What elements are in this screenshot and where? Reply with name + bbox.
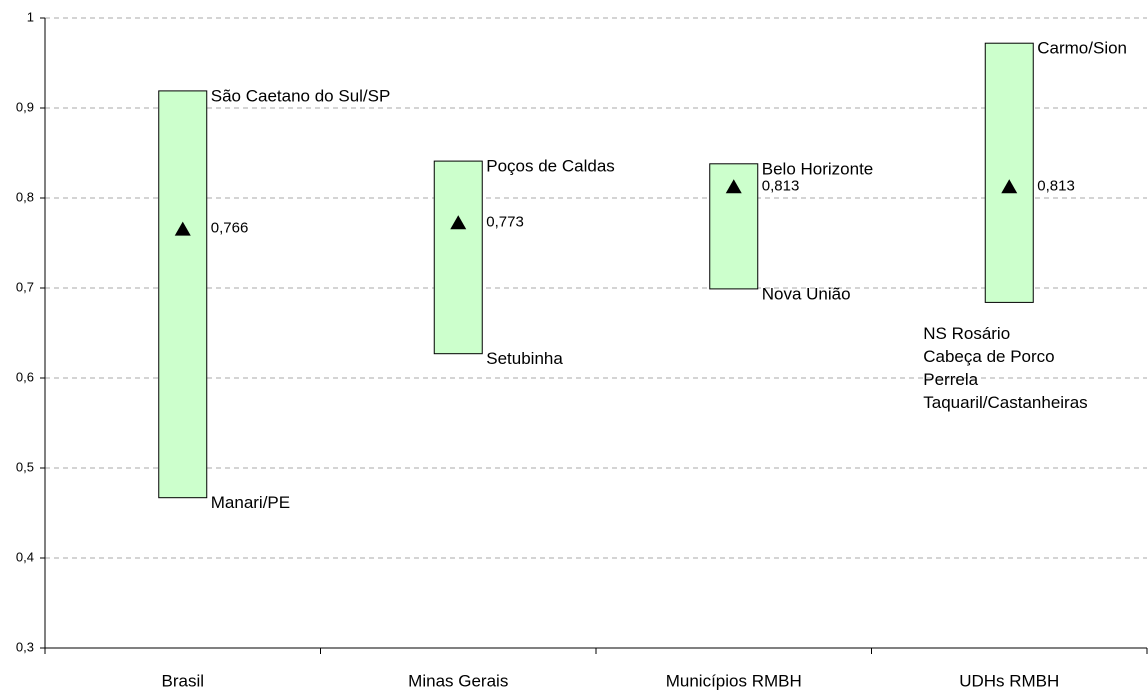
- high-name: Carmo/Sion: [1037, 39, 1127, 58]
- low-name: Setubinha: [486, 349, 563, 368]
- y-tick-label: 0,6: [16, 369, 34, 384]
- high-name: Poços de Caldas: [486, 157, 615, 176]
- mean-label: 0,773: [486, 213, 524, 230]
- low-name: Cabeça de Porco: [923, 347, 1054, 366]
- low-name: Perrela: [923, 370, 978, 389]
- x-tick-label: UDHs RMBH: [959, 671, 1059, 690]
- x-tick-label: Municípios RMBH: [666, 671, 802, 690]
- mean-label: 0,813: [762, 177, 800, 194]
- y-tick-label: 0,9: [16, 99, 34, 114]
- high-name: Belo Horizonte: [762, 159, 874, 178]
- mean-label: 0,766: [211, 220, 249, 237]
- mean-marker: [1001, 179, 1018, 194]
- y-tick-label: 0,4: [16, 549, 34, 564]
- mean-label: 0,813: [1037, 177, 1075, 194]
- y-tick-label: 0,5: [16, 459, 34, 474]
- low-name: Nova União: [762, 284, 851, 303]
- low-name: Taquaril/Castanheiras: [923, 393, 1087, 412]
- y-tick-label: 1: [27, 9, 34, 24]
- y-tick-label: 0,7: [16, 279, 34, 294]
- y-tick-label: 0,8: [16, 189, 34, 204]
- mean-marker: [174, 221, 191, 236]
- range-bar: [984, 42, 1034, 303]
- x-tick-label: Brasil: [161, 671, 204, 690]
- mean-marker: [450, 215, 467, 230]
- x-tick-label: Minas Gerais: [408, 671, 508, 690]
- low-name: NS Rosário: [923, 324, 1010, 343]
- low-name: Manari/PE: [211, 493, 290, 512]
- y-tick-label: 0,3: [16, 639, 34, 654]
- high-name: São Caetano do Sul/SP: [211, 86, 391, 105]
- range-bar: [433, 160, 483, 355]
- mean-marker: [725, 179, 742, 194]
- range-bar: [158, 90, 208, 499]
